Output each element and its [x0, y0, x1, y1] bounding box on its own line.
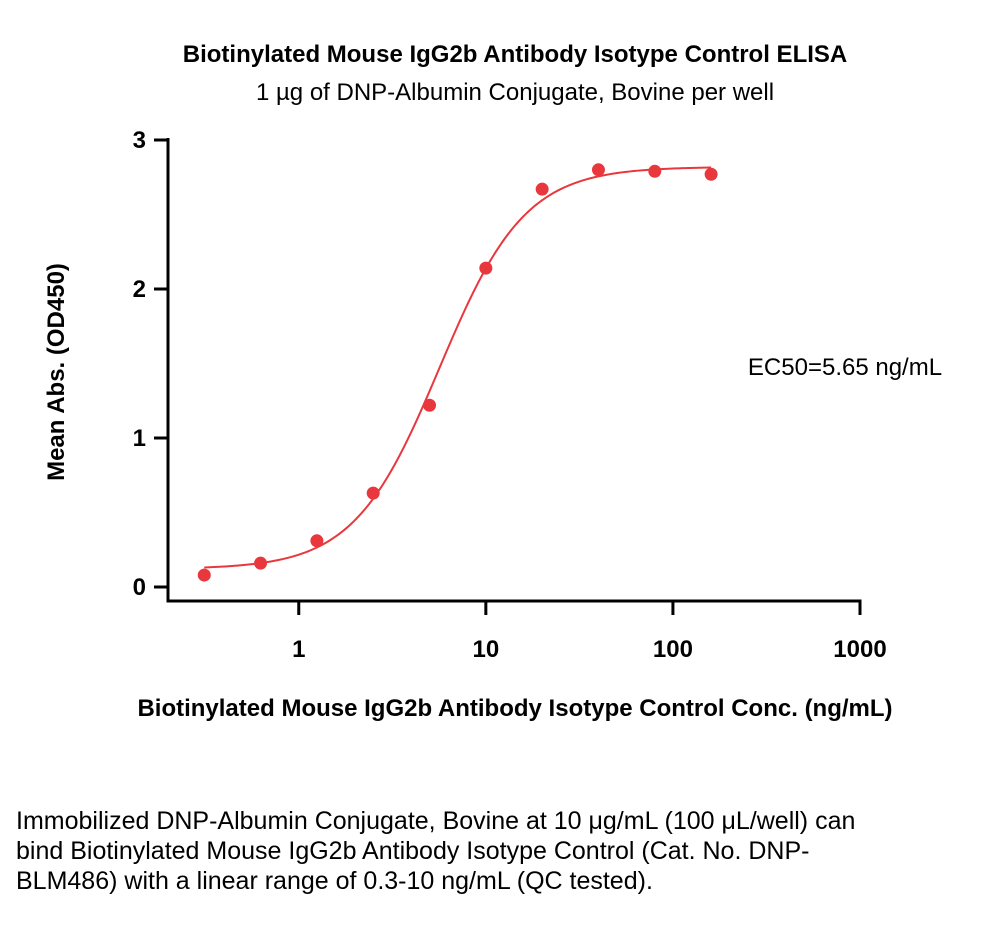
- data-point: [479, 261, 493, 275]
- data-points: [197, 163, 718, 582]
- data-point: [366, 486, 380, 500]
- chart-subtitle: 1 µg of DNP-Albumin Conjugate, Bovine pe…: [256, 79, 774, 106]
- x-tick-label: 10: [472, 636, 499, 663]
- y-tick-label: 0: [133, 574, 146, 601]
- elisa-chart: Biotinylated Mouse IgG2b Antibody Isotyp…: [43, 41, 942, 722]
- y-axis: 0 1 2 3: [133, 127, 170, 603]
- data-point: [535, 182, 549, 196]
- data-point: [591, 163, 605, 177]
- x-tick-label: 1: [292, 636, 305, 663]
- figure-caption: Immobilized DNP-Albumin Conjugate, Bovin…: [16, 807, 856, 895]
- data-point: [197, 568, 211, 582]
- y-axis-title: Mean Abs. (OD450): [43, 263, 70, 481]
- data-point: [310, 534, 324, 548]
- fit-curve: [204, 166, 712, 569]
- ec50-annotation: EC50=5.65 ng/mL: [748, 354, 942, 381]
- y-tick-label: 2: [133, 276, 146, 303]
- x-axis-title: Biotinylated Mouse IgG2b Antibody Isotyp…: [137, 695, 892, 722]
- y-tick-label: 3: [133, 127, 146, 154]
- data-point: [648, 164, 662, 178]
- x-tick-label: 1000: [833, 636, 886, 663]
- x-tick-label: 100: [653, 636, 693, 663]
- chart-title: Biotinylated Mouse IgG2b Antibody Isotyp…: [183, 41, 847, 68]
- data-point: [704, 167, 718, 181]
- data-point: [254, 556, 268, 570]
- x-axis: 1 10 100 1000: [166, 599, 887, 663]
- data-point: [423, 398, 437, 412]
- y-tick-label: 1: [133, 425, 146, 452]
